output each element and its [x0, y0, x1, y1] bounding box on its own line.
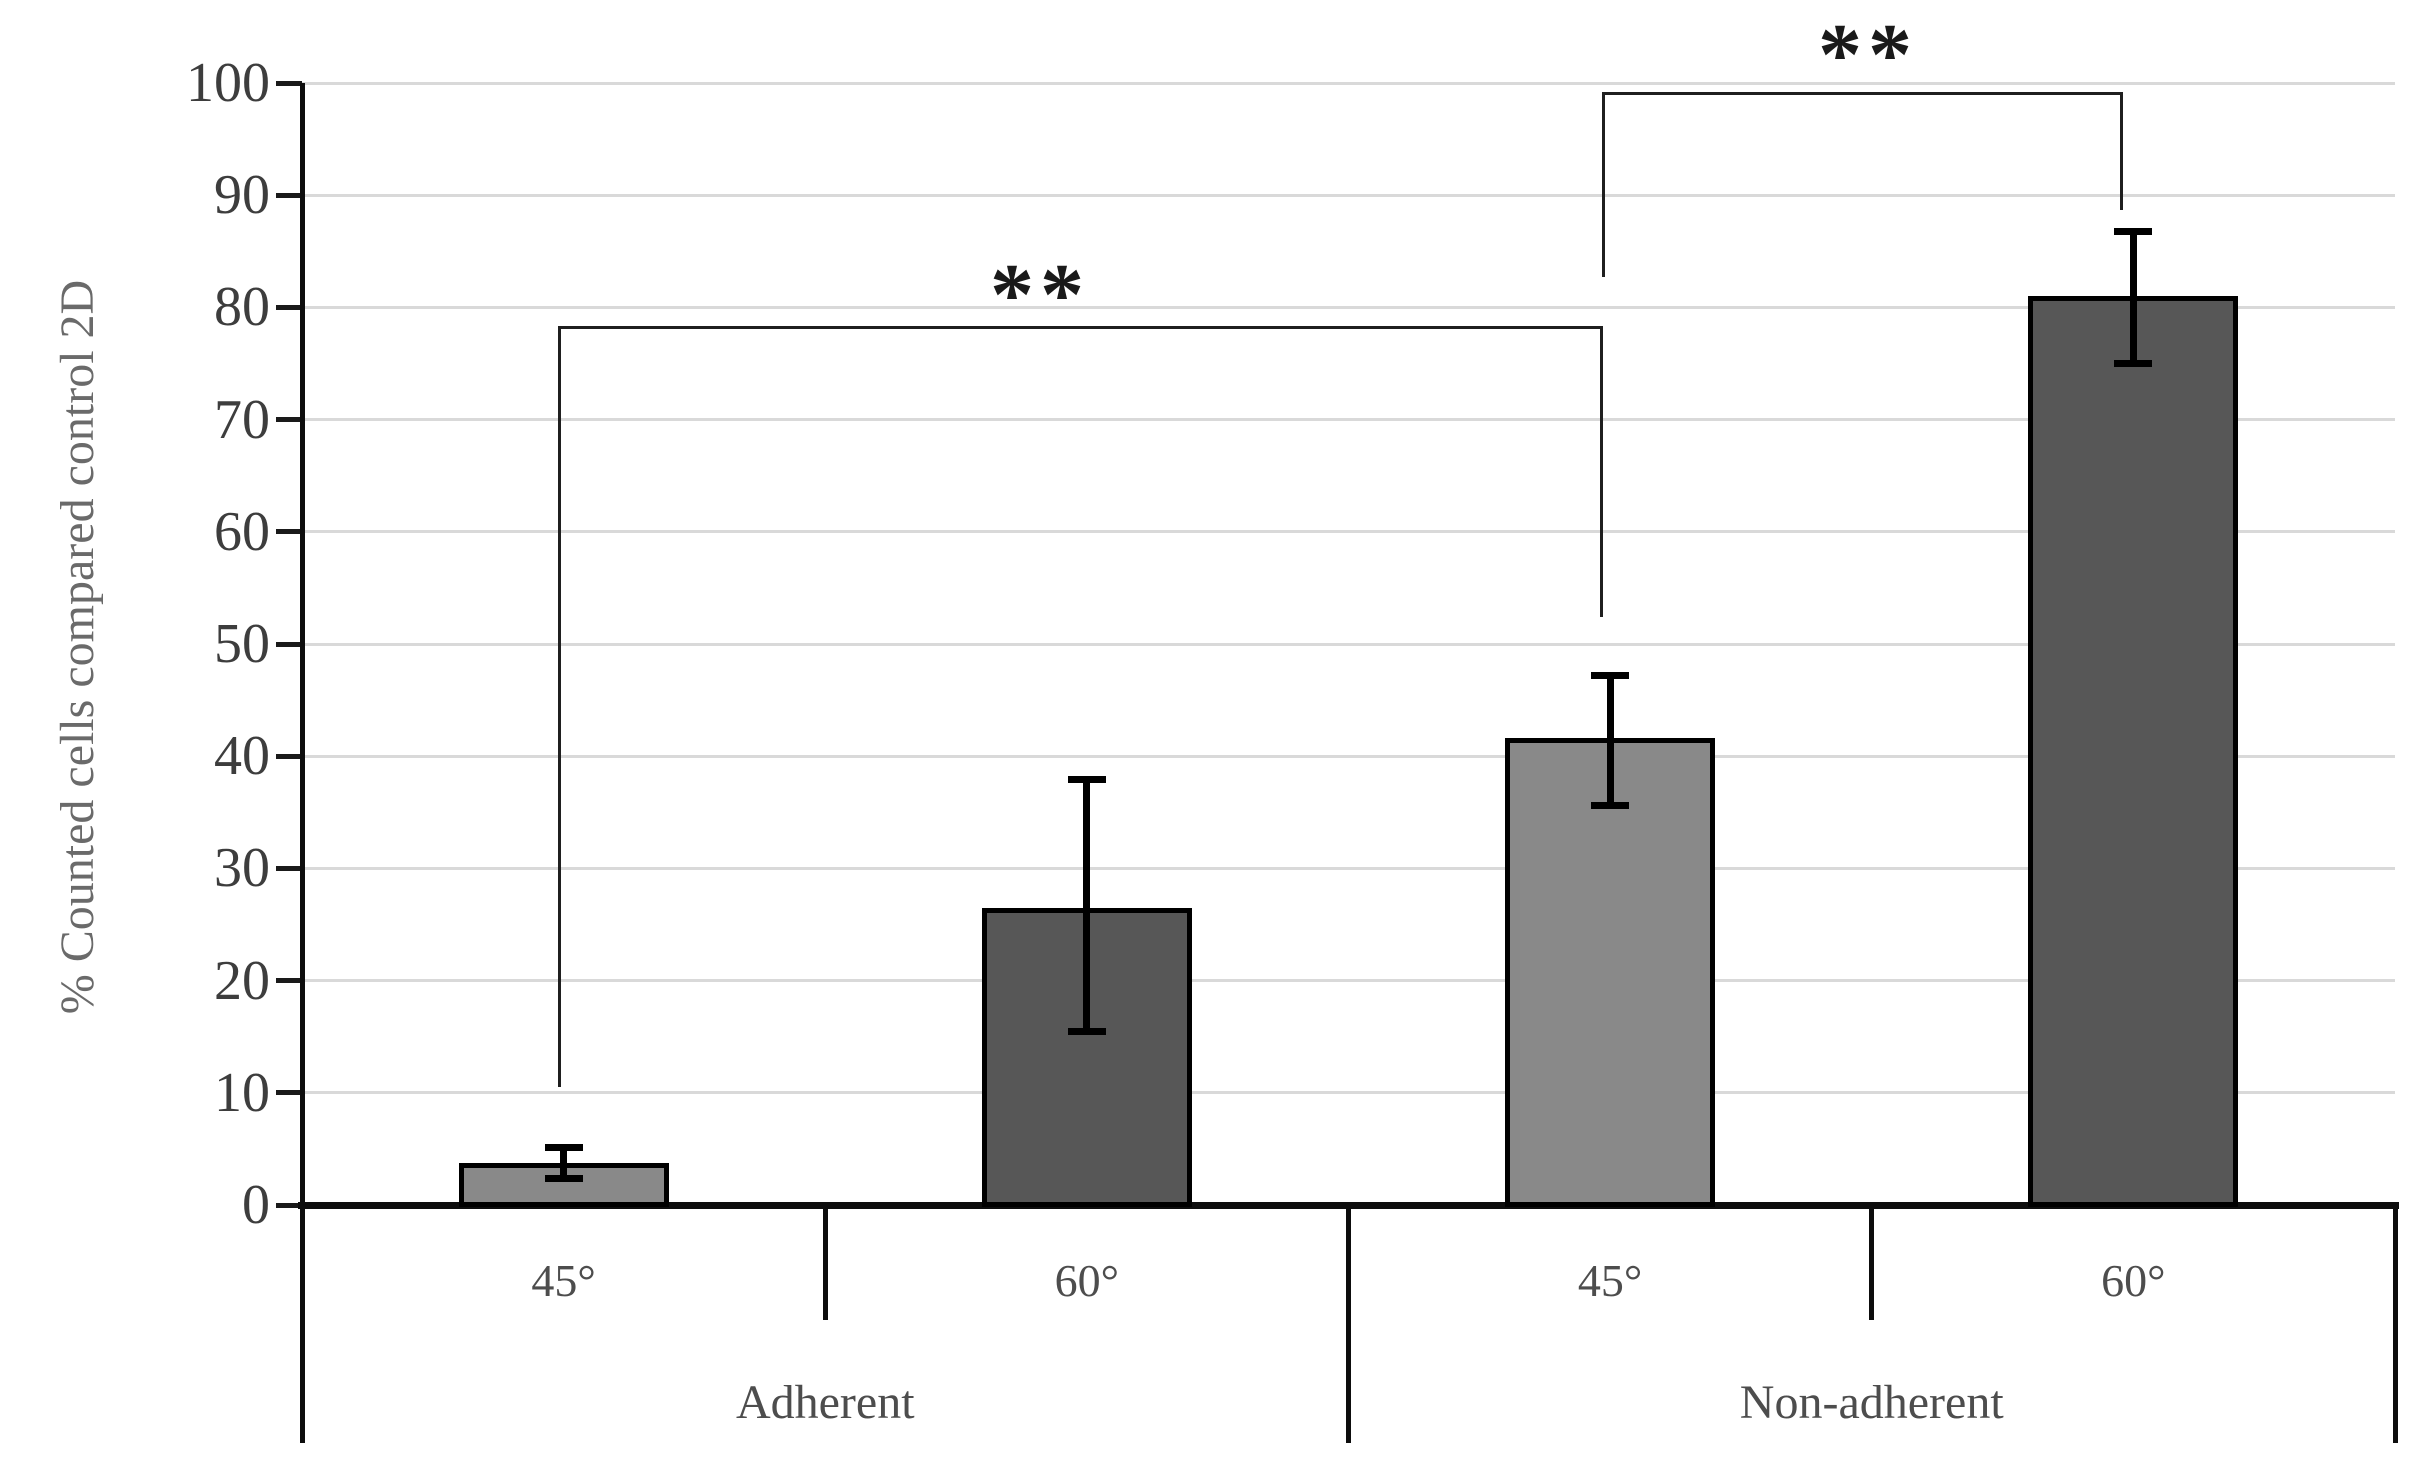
- significance-bracket-0-right-leg: [1600, 326, 1603, 617]
- y-tick-label-90: 90: [214, 164, 270, 227]
- error-bar-cap-bottom-2: [1591, 802, 1630, 810]
- gridline-30: [302, 866, 2395, 870]
- y-tick-label-0: 0: [242, 1174, 270, 1236]
- error-bar-cap-top-2: [1591, 671, 1630, 679]
- y-tick-label-10: 10: [214, 1061, 270, 1124]
- axis-divider-4: [2392, 1205, 2398, 1443]
- axis-divider-1: [822, 1205, 828, 1320]
- y-tick-90: [276, 192, 302, 198]
- x-category-label-2: 45°: [1577, 1255, 1643, 1306]
- axis-divider-3: [1869, 1205, 1875, 1320]
- y-tick-60: [276, 529, 302, 535]
- gridline-70: [302, 418, 2395, 422]
- error-bar-cap-top-3: [2114, 227, 2153, 235]
- gridline-10: [302, 1091, 2395, 1095]
- y-tick-label-100: 100: [186, 52, 270, 114]
- x-category-label-1: 60°: [1054, 1255, 1120, 1306]
- error-bar-cap-top-1: [1067, 776, 1106, 784]
- axis-divider-2: [1346, 1205, 1351, 1443]
- significance-bracket-0-bar: [558, 326, 1603, 329]
- y-tick-0: [276, 1202, 302, 1208]
- y-tick-30: [276, 865, 302, 871]
- bar-non-adherent-45°: [1505, 738, 1716, 1207]
- error-bar-line-0: [560, 1147, 568, 1179]
- y-axis-line: [300, 83, 305, 1208]
- y-tick-label-50: 50: [214, 613, 270, 675]
- gridline-80: [302, 305, 2395, 309]
- y-tick-label-20: 20: [214, 949, 270, 1012]
- y-tick-label-60: 60: [214, 500, 270, 563]
- error-bar-cap-bottom-0: [544, 1174, 583, 1182]
- y-tick-10: [276, 1090, 302, 1096]
- gridline-100: [302, 81, 2395, 85]
- gridline-20: [302, 979, 2395, 983]
- error-bar-line-3: [2129, 231, 2137, 364]
- gridline-90: [302, 193, 2395, 197]
- significance-label-0: **: [990, 247, 1090, 344]
- x-category-label-0: 45°: [531, 1255, 596, 1306]
- y-tick-50: [276, 641, 302, 647]
- x-group-label-1: Non-adherent: [1739, 1376, 2004, 1429]
- error-bar-line-2: [1606, 675, 1614, 806]
- y-tick-100: [276, 80, 302, 86]
- x-group-label-0: Adherent: [735, 1376, 915, 1429]
- significance-bracket-0-left-leg: [558, 326, 561, 1087]
- gridline-40: [302, 754, 2395, 758]
- y-tick-40: [276, 753, 302, 759]
- axis-divider-0: [299, 1205, 305, 1443]
- gridline-60: [302, 530, 2395, 534]
- y-tick-label-70: 70: [214, 388, 270, 451]
- y-tick-label-40: 40: [214, 725, 270, 788]
- y-tick-20: [276, 978, 302, 984]
- y-tick-70: [276, 417, 302, 423]
- significance-bracket-1-left-leg: [1602, 92, 1605, 277]
- significance-label-1: **: [1818, 7, 1918, 104]
- error-bar-cap-bottom-1: [1067, 1027, 1106, 1035]
- significance-bracket-1-right-leg: [2120, 92, 2123, 210]
- gridline-50: [302, 642, 2395, 646]
- y-tick-label-80: 80: [214, 276, 270, 339]
- significance-bracket-1-bar: [1602, 92, 2123, 95]
- y-tick-label-30: 30: [214, 837, 270, 900]
- error-bar-cap-bottom-3: [2114, 360, 2153, 367]
- error-bar-cap-top-0: [544, 1144, 583, 1152]
- x-category-label-3: 60°: [2101, 1255, 2166, 1306]
- error-bar-line-1: [1083, 779, 1091, 1032]
- y-tick-80: [276, 304, 302, 310]
- bar-non-adherent-60°: [2028, 296, 2239, 1207]
